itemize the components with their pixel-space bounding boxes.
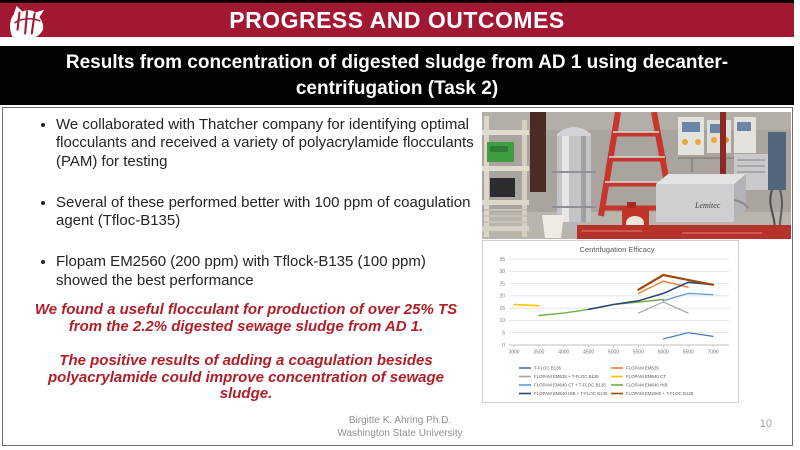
svg-text:4000: 4000 [558,350,569,356]
svg-text:10: 10 [499,318,505,324]
bullet-item: Several of these performed better with 1… [56,194,480,231]
svg-text:FLOPAM EM640 HIB + T-FLOC B135: FLOPAM EM640 HIB + T-FLOC B135 [534,391,608,396]
svg-text:20: 20 [499,294,505,300]
svg-text:25: 25 [499,281,505,287]
svg-text:3000: 3000 [508,350,519,356]
footer-credit: Birgitte K. Ahring Ph.D. Washington Stat… [0,415,800,440]
wsu-cougar-logo-icon [10,5,45,42]
equipment-photo: Lemitec [482,112,791,239]
highlight-statement-1: We found a useful flocculant for product… [34,301,458,335]
svg-text:FLOPAM EM640 CT: FLOPAM EM640 CT [626,374,666,379]
svg-text:15: 15 [499,306,505,312]
efficacy-chart: Centrifugation Efficacy 0 5 10 15 20 25 30 35 300… [482,240,739,403]
page-number: 10 [759,418,772,430]
svg-text:FLOPAM EM640 CT + T-FLOC B135: FLOPAM EM640 CT + T-FLOC B135 [534,383,606,388]
bullet-item: We collaborated with Thatcher company fo… [56,116,480,171]
svg-text:7000: 7000 [707,350,718,356]
svg-text:FLOPAM EM640 HIB: FLOPAM EM640 HIB [626,383,667,388]
white-bucket [542,215,564,238]
decanter-centrifuge: Lemitec [656,174,749,222]
subtitle-line-2: centrifugation (Task 2) [295,78,499,99]
author-name: Birgitte K. Ahring Ph.D. [348,415,452,426]
svg-text:3500: 3500 [533,350,544,356]
shelving-unit [482,116,529,237]
svg-text:5500: 5500 [633,350,644,356]
svg-text:5000: 5000 [608,350,619,356]
doorway [530,112,546,192]
svg-text:FLOPAM EM535: FLOPAM EM535 [626,366,659,371]
header-bar [0,3,794,37]
svg-text:FLOPAM EM2560 + T-FLOC B135: FLOPAM EM2560 + T-FLOC B135 [626,391,694,396]
bullet-item: Flopam EM2560 (200 ppm) with Tflock-B135… [56,253,480,290]
efficacy-chart-canvas: Centrifugation Efficacy 0 5 10 15 20 25 30 35 300… [499,245,729,396]
svg-text:FLOPAM EM535 + T-FLOC B135: FLOPAM EM535 + T-FLOC B135 [534,374,599,379]
stainless-tank [552,127,596,232]
red-pole [720,112,726,178]
svg-text:T-FLOC B135: T-FLOC B135 [534,366,562,371]
dark-equipment [490,178,515,197]
svg-text:Centrifugation Efficacy: Centrifugation Efficacy [580,245,655,254]
highlight-statement-2: The positive results of adding a coagula… [48,352,444,402]
equipment-brand-label: Lemitec [694,201,721,210]
svg-text:6000: 6000 [658,350,669,356]
page-title: PROGRESS AND OUTCOMES [229,7,565,33]
institution-name: Washington State University [337,427,463,439]
svg-text:4500: 4500 [583,350,594,356]
bullet-list: We collaborated with Thatcher company fo… [32,116,480,313]
pump-unit [734,132,786,239]
subtitle-band: Results from concentration of digested s… [0,46,794,105]
svg-text:35: 35 [499,257,505,263]
svg-text:6500: 6500 [683,350,694,356]
subtitle-line-1: Results from concentration of digested s… [65,52,729,73]
svg-text:30: 30 [499,269,505,275]
svg-text:0: 0 [502,343,505,349]
svg-text:5: 5 [502,331,505,337]
top-border-line [0,0,794,3]
control-panels [678,117,762,172]
